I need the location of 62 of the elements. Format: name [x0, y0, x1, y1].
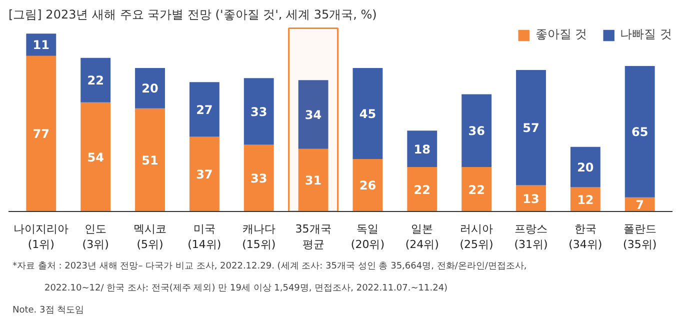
data-label: 31 [304, 174, 322, 188]
x-tick-label: 폴란드 (35위) [623, 222, 657, 252]
x-tick-label: 인도 (3위) [82, 222, 109, 252]
bar [80, 58, 111, 102]
data-label: 18 [414, 142, 430, 156]
bar [244, 78, 274, 145]
x-tick-label: 미국 (14위) [188, 222, 222, 252]
x-tick-label: 일본 (24위) [405, 222, 439, 252]
bar [407, 167, 438, 212]
bar [80, 102, 111, 212]
bar [407, 130, 438, 168]
bar [189, 82, 220, 137]
data-label: 34 [304, 108, 322, 122]
data-label: 22 [414, 182, 430, 197]
bar [135, 108, 165, 212]
x-tick-label: 나이지리아 (1위) [14, 222, 69, 252]
x-tick-label: 한국 (34위) [568, 222, 602, 252]
bar [189, 136, 220, 212]
data-label: 26 [359, 178, 376, 193]
data-label: 12 [577, 192, 594, 207]
legend-label: 좋아질 것 [535, 26, 588, 43]
data-label: 20 [577, 160, 594, 175]
text: 2022.10~12/ 한국 조사: 전국(제주 제외) 만 19세 이상 1,549명, 면접조사, 2022.11.07.~11.24) [44, 284, 448, 294]
data-label: 20 [142, 82, 158, 96]
x-tick-label: 35개국 평균 [295, 222, 332, 252]
data-label: 37 [196, 168, 213, 182]
data-label: 33 [250, 104, 268, 119]
data-label: 57 [522, 121, 540, 136]
data-label: 65 [631, 125, 648, 140]
data-label: 33 [250, 172, 268, 186]
x-tick-label: 독일 (20위) [350, 222, 385, 252]
x-tick-label: 러시아 (25위) [460, 222, 494, 252]
chart-title: [그림] 2023년 새해 주요 국가별 전망 ('좋아질 것', 세계 35개국, %) [8, 8, 377, 22]
data-label: 27 [196, 102, 213, 117]
x-tick-label: 멕시코 (5위) [134, 222, 167, 252]
bar [352, 68, 383, 159]
legend-label: 나빠질 것 [620, 26, 672, 43]
bar [462, 94, 492, 168]
text: *자료 출처 : 2023년 새해 전망– 다국가 비교 조사, 2022.12.29. (세계 조사: 35개국 성인 총 35,664명, 전화/온라인/면접조사, [12, 262, 527, 272]
bar [298, 80, 328, 149]
bar [516, 70, 546, 186]
bar [570, 146, 600, 188]
data-label: 51 [142, 153, 158, 168]
bar [135, 68, 165, 108]
text: Note. 3점 척도임 [12, 306, 84, 316]
data-label: 7 [636, 198, 644, 212]
bar [26, 34, 56, 56]
data-label: 77 [32, 127, 50, 142]
x-tick-label: 프랑스 (31위) [514, 222, 548, 252]
data-label: 54 [87, 150, 104, 164]
data-label: 11 [32, 38, 50, 52]
data-label: 45 [359, 106, 376, 121]
bar [26, 56, 56, 212]
x-tick-label: 캐나다 (15위) [242, 222, 276, 252]
data-label: 36 [468, 124, 485, 138]
bar [624, 66, 655, 198]
data-label: 22 [468, 182, 485, 197]
bar [462, 167, 492, 212]
bar [352, 158, 383, 212]
data-label: 13 [522, 192, 540, 206]
data-label: 22 [87, 74, 104, 88]
bar [244, 144, 274, 212]
